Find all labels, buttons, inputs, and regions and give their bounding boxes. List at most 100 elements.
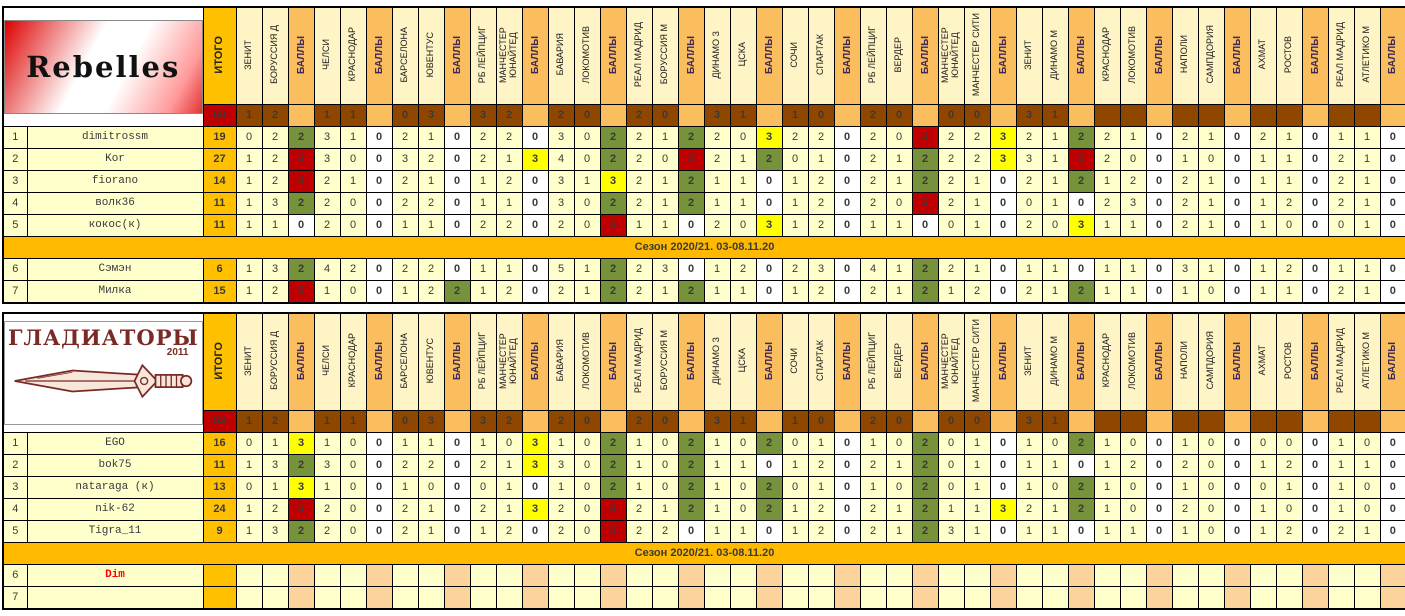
pred-away-cell[interactable]: 0: [729, 126, 757, 149]
pred-away-cell[interactable]: [963, 564, 991, 587]
points-cell[interactable]: 2: [1067, 170, 1095, 193]
pred-away-cell[interactable]: 0: [1197, 476, 1225, 499]
points-cell[interactable]: 0: [1067, 192, 1095, 215]
points-cell[interactable]: 0: [1223, 126, 1251, 149]
pred-away-cell[interactable]: 2: [261, 126, 289, 149]
pred-home-cell[interactable]: 1: [235, 192, 263, 215]
points-cell[interactable]: 2: [599, 126, 627, 149]
pred-home-cell[interactable]: 1: [1249, 192, 1277, 215]
pred-away-cell[interactable]: 1: [729, 192, 757, 215]
points-cell[interactable]: [833, 564, 861, 587]
pred-away-cell[interactable]: [1197, 586, 1225, 610]
pred-home-cell[interactable]: 4: [547, 148, 575, 171]
pred-away-cell[interactable]: 0: [651, 476, 679, 499]
pred-home-cell[interactable]: [1015, 564, 1043, 587]
pred-home-cell[interactable]: 1: [781, 280, 809, 304]
player-total-cell[interactable]: 9: [202, 520, 237, 543]
pred-away-cell[interactable]: [729, 586, 757, 610]
pred-home-cell[interactable]: 2: [859, 280, 887, 304]
points-cell[interactable]: 0: [365, 520, 393, 543]
pred-home-cell[interactable]: 1: [1093, 258, 1121, 281]
pred-away-cell[interactable]: 0: [1353, 432, 1381, 455]
pred-away-cell[interactable]: 0: [339, 214, 367, 237]
pred-home-cell[interactable]: [703, 564, 731, 587]
pred-away-cell[interactable]: 1: [1353, 280, 1381, 304]
pred-away-cell[interactable]: 2: [261, 170, 289, 193]
points-cell[interactable]: 0: [1145, 454, 1173, 477]
points-cell[interactable]: 0: [1145, 280, 1173, 304]
pred-away-cell[interactable]: 1: [573, 280, 601, 304]
points-cell[interactable]: 0: [1067, 520, 1095, 543]
pred-away-cell[interactable]: 0: [573, 214, 601, 237]
pred-away-cell[interactable]: [1119, 564, 1147, 587]
pred-home-cell[interactable]: 0: [235, 476, 263, 499]
pred-away-cell[interactable]: 0: [1353, 476, 1381, 499]
pred-away-cell[interactable]: 1: [261, 432, 289, 455]
pred-home-cell[interactable]: 1: [1015, 432, 1043, 455]
points-cell[interactable]: 0: [1145, 520, 1173, 543]
pred-away-cell[interactable]: [1275, 564, 1303, 587]
points-cell[interactable]: 0: [521, 192, 549, 215]
pred-away-cell[interactable]: 0: [1197, 520, 1225, 543]
points-cell[interactable]: 0: [833, 126, 861, 149]
pred-home-cell[interactable]: 1: [235, 280, 263, 304]
pred-away-cell[interactable]: 1: [885, 170, 913, 193]
pred-home-cell[interactable]: 2: [625, 498, 653, 521]
pred-away-cell[interactable]: 1: [495, 498, 523, 521]
points-cell[interactable]: 0: [365, 192, 393, 215]
pred-home-cell[interactable]: 2: [1093, 126, 1121, 149]
pred-away-cell[interactable]: 1: [1197, 170, 1225, 193]
pred-home-cell[interactable]: 2: [781, 258, 809, 281]
points-cell[interactable]: 0: [833, 258, 861, 281]
points-cell[interactable]: [1301, 564, 1329, 587]
points-cell[interactable]: 0: [1301, 170, 1329, 193]
pred-home-cell[interactable]: 1: [1015, 454, 1043, 477]
points-cell[interactable]: 0: [365, 454, 393, 477]
points-cell[interactable]: 0: [755, 280, 783, 304]
points-cell[interactable]: 0: [365, 170, 393, 193]
pred-away-cell[interactable]: [885, 586, 913, 610]
pred-home-cell[interactable]: 2: [391, 498, 419, 521]
pred-home-cell[interactable]: 2: [547, 520, 575, 543]
pred-home-cell[interactable]: 2: [625, 258, 653, 281]
points-cell[interactable]: 0: [989, 454, 1017, 477]
points-cell[interactable]: 0: [1301, 432, 1329, 455]
pred-home-cell[interactable]: 4: [859, 258, 887, 281]
pred-away-cell[interactable]: 0: [1353, 498, 1381, 521]
points-cell[interactable]: 2: [911, 520, 939, 543]
points-cell[interactable]: 3: [1067, 214, 1095, 237]
pred-away-cell[interactable]: 0: [651, 454, 679, 477]
pred-away-cell[interactable]: 0: [417, 476, 445, 499]
pred-home-cell[interactable]: [1327, 586, 1355, 610]
points-cell[interactable]: 3: [755, 126, 783, 149]
pred-away-cell[interactable]: [1275, 586, 1303, 610]
points-cell[interactable]: [287, 586, 315, 610]
points-cell[interactable]: 0: [833, 432, 861, 455]
pred-home-cell[interactable]: 1: [703, 476, 731, 499]
pred-home-cell[interactable]: 1: [1171, 148, 1199, 171]
pred-away-cell[interactable]: 2: [261, 280, 289, 304]
points-cell[interactable]: 3: [989, 126, 1017, 149]
pred-away-cell[interactable]: 1: [651, 126, 679, 149]
points-cell[interactable]: 0: [443, 170, 471, 193]
pred-home-cell[interactable]: 2: [937, 258, 965, 281]
pred-away-cell[interactable]: 3: [807, 258, 835, 281]
pred-home-cell[interactable]: 2: [469, 126, 497, 149]
points-cell[interactable]: 2: [911, 498, 939, 521]
pred-home-cell[interactable]: 1: [625, 454, 653, 477]
pred-home-cell[interactable]: 1: [625, 214, 653, 237]
points-cell[interactable]: 2: [911, 432, 939, 455]
points-cell[interactable]: [911, 564, 939, 587]
pred-home-cell[interactable]: 0: [235, 126, 263, 149]
points-cell[interactable]: 0: [989, 192, 1017, 215]
player-name-cell[interactable]: Kor: [26, 148, 204, 171]
pred-away-cell[interactable]: 2: [261, 498, 289, 521]
points-cell[interactable]: 0: [1145, 432, 1173, 455]
pred-home-cell[interactable]: [1171, 564, 1199, 587]
pred-home-cell[interactable]: 2: [547, 498, 575, 521]
row-num-cell[interactable]: 4: [2, 498, 28, 521]
points-cell[interactable]: 2: [911, 258, 939, 281]
pred-home-cell[interactable]: 2: [625, 126, 653, 149]
pred-home-cell[interactable]: [781, 564, 809, 587]
pred-home-cell[interactable]: 3: [1171, 258, 1199, 281]
